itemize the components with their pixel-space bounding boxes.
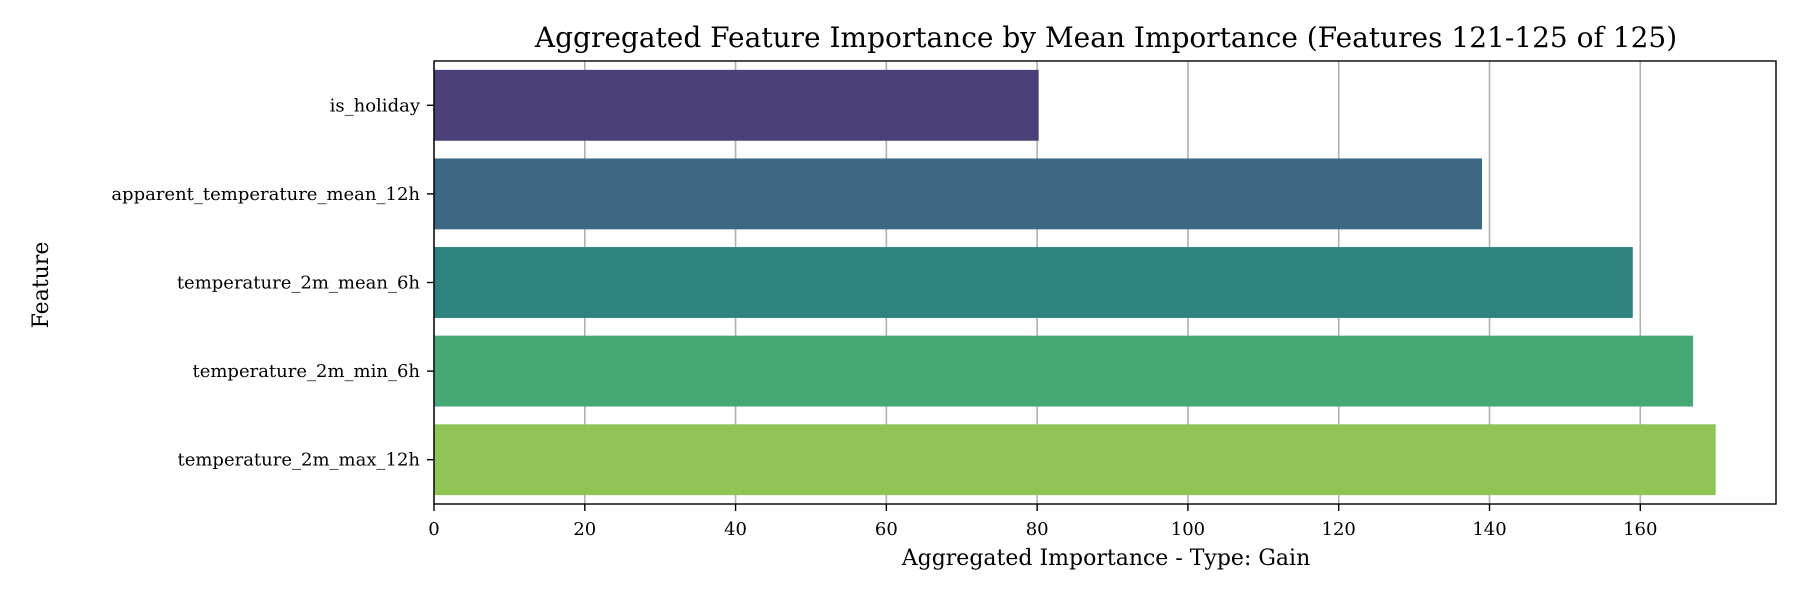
y-tick-label: temperature_2m_max_12h	[177, 450, 420, 471]
x-tick-label: 140	[1472, 519, 1506, 540]
x-axis-label: Aggregated Importance - Type: Gain	[901, 546, 1311, 571]
x-tick-label: 160	[1623, 519, 1657, 540]
x-tick-label: 60	[875, 519, 898, 540]
bar	[434, 335, 1694, 407]
x-tick-label: 100	[1171, 519, 1205, 540]
bar	[434, 69, 1039, 141]
y-tick-label: is_holiday	[330, 95, 421, 116]
y-tick-label: apparent_temperature_mean_12h	[111, 184, 420, 205]
bar	[434, 247, 1633, 318]
x-tick-label: 20	[573, 519, 596, 540]
y-tick-label: temperature_2m_min_6h	[192, 361, 420, 382]
y-axis-ticks: is_holiday apparent_temperature_mean_12ht…	[111, 95, 434, 471]
y-axis-label: Feature	[29, 242, 54, 329]
x-tick-label: 120	[1322, 519, 1356, 540]
x-tick-label: 40	[724, 519, 747, 540]
x-tick-label: 80	[1026, 519, 1049, 540]
bars	[434, 69, 1716, 496]
x-axis-ticks: 0 20 40 60 80 100 120 140 160	[428, 504, 1657, 540]
bar	[434, 424, 1716, 496]
chart-title: Aggregated Feature Importance by Mean Im…	[534, 21, 1677, 54]
y-tick-label: temperature_2m_mean_6h	[177, 273, 421, 294]
plot-frame	[433, 60, 1777, 505]
bar	[434, 158, 1482, 230]
x-tick-label: 0	[428, 519, 439, 540]
